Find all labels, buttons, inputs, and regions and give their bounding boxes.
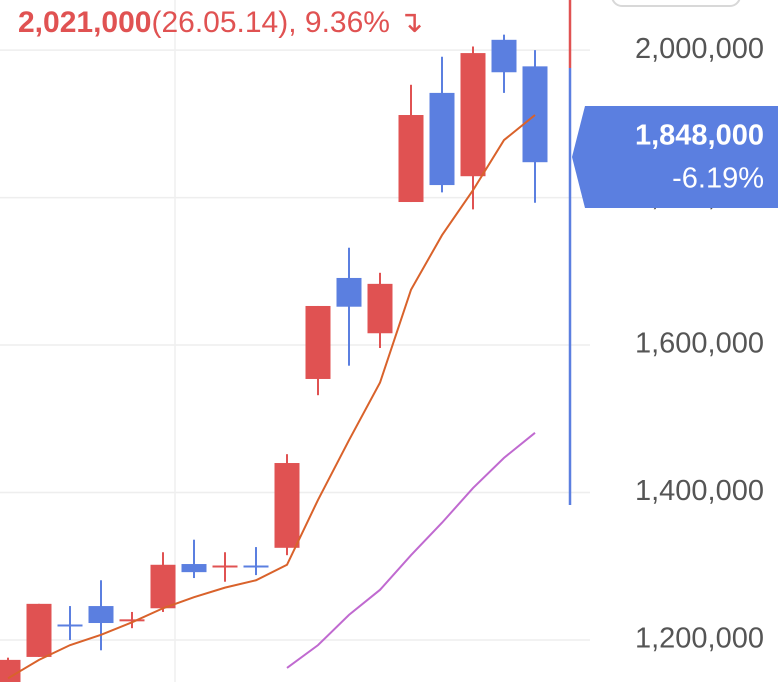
plot-area — [0, 34, 548, 682]
candle-body — [243, 565, 269, 568]
candle-body — [57, 624, 83, 627]
y-tick-label: 1,400,000 — [635, 475, 764, 507]
candle-body — [0, 659, 21, 682]
moving-average-line — [7, 114, 536, 680]
candle-body — [367, 283, 393, 334]
price-tag-price: 1,848,000 — [635, 120, 764, 152]
header-value: 2,021,000 — [18, 6, 151, 39]
candle-body — [274, 463, 300, 548]
header: 2,021,000(26.05.14), 9.36% ↴ — [18, 6, 423, 39]
candle-body — [119, 619, 145, 622]
moving-average-line — [286, 432, 536, 669]
grid — [0, 49, 590, 641]
button[interactable] — [611, 0, 741, 7]
candle-body — [491, 39, 517, 73]
candle-body — [398, 115, 424, 203]
candle-body — [305, 305, 331, 379]
candle-body — [460, 53, 486, 177]
candle-body — [336, 277, 362, 307]
y-tick-label: 1,200,000 — [635, 623, 764, 655]
price-tag — [572, 106, 778, 208]
candle-body — [429, 92, 455, 186]
header-detail: (26.05.14), 9.36% ↴ — [151, 6, 423, 39]
candle-body — [26, 603, 52, 657]
candle-body — [212, 565, 238, 568]
price-tag-change: -6.19% — [672, 163, 764, 195]
candle-body — [88, 606, 114, 624]
candle-body — [181, 564, 207, 573]
candle-body — [150, 564, 176, 609]
candle-body — [522, 66, 548, 163]
y-tick-label: 1,600,000 — [635, 328, 764, 360]
y-tick-label: 2,000,000 — [635, 33, 764, 65]
